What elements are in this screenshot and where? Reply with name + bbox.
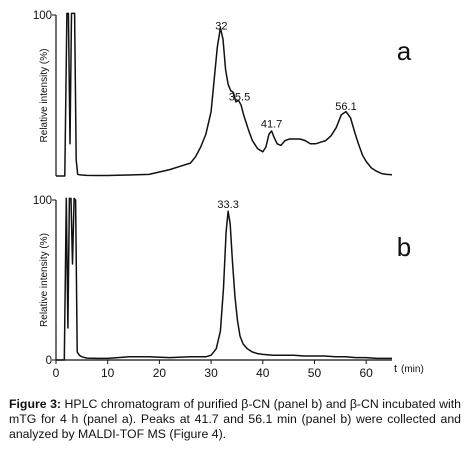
x-axis-title-mark: t (394, 363, 397, 375)
panel-label: a (397, 36, 412, 66)
panel-a (52, 12, 393, 177)
x-tick-label: 30 (204, 366, 218, 380)
x-tick-label: 40 (256, 366, 270, 380)
y-axis-label: Relative intensity (%) (39, 233, 50, 327)
peak-label: 35.5 (229, 91, 250, 103)
peak-label: 41.7 (261, 119, 282, 131)
panel-b (52, 197, 392, 364)
x-tick-label: 60 (359, 366, 373, 380)
panel-label: b (397, 232, 411, 262)
caption-text: HPLC chromatogram of purified β-CN (pane… (9, 397, 461, 441)
caption-figure-label: Figure 3: (9, 397, 62, 411)
peak-label: 56.1 (335, 101, 356, 113)
peak-label: 33.3 (217, 199, 238, 211)
x-tick-label: 0 (53, 366, 60, 380)
x-axis-label: (min) (401, 364, 424, 375)
y-tick-label: 100 (33, 195, 52, 207)
peak-label: 32 (215, 20, 227, 32)
series-line (56, 197, 392, 361)
x-tick-label: 10 (101, 366, 115, 380)
x-tick-label: 50 (308, 366, 322, 380)
y-axis-label: Relative intensity (%) (39, 49, 50, 143)
series-line (56, 12, 393, 177)
figure-caption: Figure 3: HPLC chromatogram of purified … (9, 397, 461, 442)
y-tick-label: 0 (46, 355, 52, 367)
y-tick-label: 100 (33, 10, 52, 22)
x-tick-label: 20 (153, 366, 167, 380)
